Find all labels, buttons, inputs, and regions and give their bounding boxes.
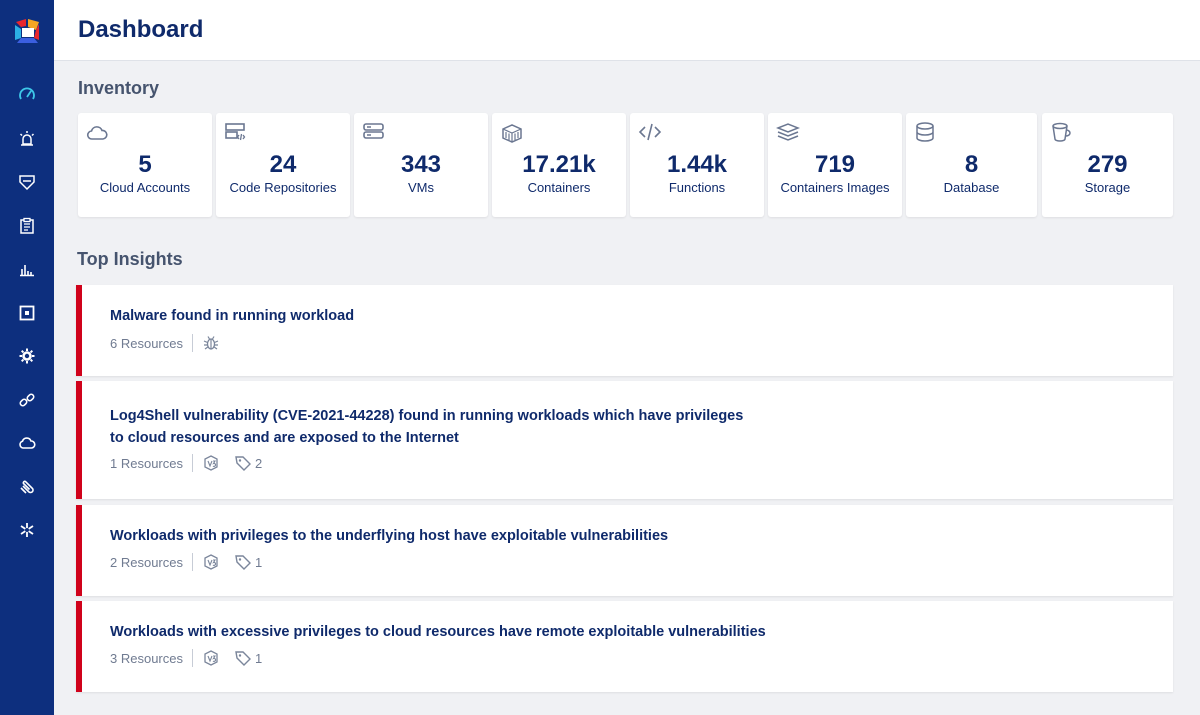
insight-meta: 6 Resources (110, 334, 220, 352)
card-value: 1.44k (666, 151, 728, 178)
insight-title: Workloads with privileges to the underfl… (110, 528, 669, 544)
sidebar-item-reports[interactable] (0, 208, 54, 244)
square-target-icon (19, 305, 35, 321)
insight-card[interactable]: Workloads with privileges to the underfl… (76, 505, 1173, 596)
tag-count: 2 (254, 455, 263, 471)
card-label: Containers Images (780, 180, 890, 195)
sidebar-item-settings[interactable] (0, 338, 54, 374)
asterisk-icon (20, 523, 34, 537)
sidebar-item-integrations[interactable] (0, 382, 54, 418)
card-value: 24 (269, 151, 297, 178)
page-title: Dashboard (78, 16, 204, 43)
card-label: Cloud Accounts (99, 180, 191, 195)
card-label: Code Repositories (229, 180, 337, 195)
inventory-card-database[interactable]: 8 Database (906, 113, 1037, 217)
meta-divider (191, 334, 193, 352)
shield-icon (19, 175, 35, 191)
card-label: Database (943, 180, 1000, 195)
card-value: 719 (814, 151, 856, 178)
resource-count: 1 Resources (110, 455, 183, 471)
tag-group: 2 (234, 454, 262, 472)
database-icon (914, 121, 938, 145)
inventory-title: Inventory (78, 78, 160, 98)
inventory-card-functions[interactable]: 1.44k Functions (630, 113, 764, 217)
clipboard-icon (20, 217, 34, 234)
meta-divider (191, 454, 193, 472)
card-label: VMs (408, 180, 434, 195)
insight-meta: 3 Resources 1 (110, 649, 262, 667)
inventory-card-vms[interactable]: 343 VMs (354, 113, 488, 217)
sidebar-item-security[interactable] (0, 164, 54, 200)
meta-divider (191, 553, 193, 571)
bar-chart-icon (20, 265, 34, 277)
top-header: Dashboard (54, 0, 1200, 61)
resource-count: 3 Resources (110, 650, 183, 666)
inventory-card-cloud-accounts[interactable]: 5 Cloud Accounts (78, 113, 212, 217)
insights-title: Top Insights (77, 249, 183, 269)
vulnerability-icon (202, 454, 220, 472)
sidebar-item-attachments[interactable] (0, 469, 54, 505)
insight-title: Log4Shell vulnerability (CVE-2021-44228)… (110, 408, 744, 446)
sidebar (0, 0, 54, 715)
sidebar-item-dashboard[interactable] (0, 77, 54, 113)
paperclip-icon (20, 480, 34, 494)
app-logo[interactable] (12, 16, 42, 46)
vulnerability-icon (202, 553, 220, 571)
storage-bucket-icon (1050, 121, 1074, 145)
resource-count: 2 Resources (110, 554, 183, 570)
tag-count: 1 (254, 650, 263, 666)
insight-meta: 1 Resources 2 (110, 454, 262, 472)
sidebar-item-analytics[interactable] (0, 251, 54, 287)
layers-icon (775, 121, 801, 145)
card-value: 17.21k (522, 151, 596, 178)
insight-meta: 2 Resources 1 (110, 553, 262, 571)
tag-icon (234, 553, 252, 571)
card-value: 279 (1087, 151, 1128, 178)
inventory-card-code-repositories[interactable]: 24 Code Repositories (216, 113, 350, 217)
insight-card[interactable]: Log4Shell vulnerability (CVE-2021-44228)… (76, 381, 1173, 499)
meta-divider (191, 649, 193, 667)
insight-title: Malware found in running workload (110, 308, 355, 324)
card-label: Storage (1084, 180, 1131, 195)
card-value: 343 (400, 151, 442, 178)
tag-group: 1 (234, 649, 262, 667)
cloud-icon (86, 121, 110, 145)
sidebar-item-compliance[interactable] (0, 295, 54, 331)
sidebar-item-tools[interactable] (0, 512, 54, 548)
tag-icon (234, 649, 252, 667)
card-label: Containers (527, 180, 591, 195)
sidebar-item-alerts[interactable] (0, 121, 54, 157)
tag-icon (234, 454, 252, 472)
code-icon (638, 121, 662, 145)
insight-card[interactable]: Workloads with excessive privileges to c… (76, 601, 1173, 692)
inventory-card-containers[interactable]: 17.21k Containers (492, 113, 626, 217)
gauge-icon (19, 87, 35, 100)
inventory-card-container-images[interactable]: 719 Containers Images (768, 113, 902, 217)
inventory-card-storage[interactable]: 279 Storage (1042, 113, 1173, 217)
container-icon (500, 121, 524, 145)
tag-count: 1 (254, 554, 263, 570)
insight-title: Workloads with excessive privileges to c… (110, 624, 766, 640)
tag-group: 1 (234, 553, 262, 571)
link-icon (19, 393, 35, 407)
gear-icon (19, 348, 35, 364)
vulnerability-icon (202, 649, 220, 667)
card-value: 5 (138, 151, 152, 178)
code-repo-icon (224, 121, 248, 145)
server-icon (362, 121, 386, 145)
sidebar-item-cloud[interactable] (0, 425, 54, 461)
bug-icon (202, 334, 220, 352)
alarm-icon (19, 131, 35, 146)
resource-count: 6 Resources (110, 335, 183, 351)
insight-card[interactable]: Malware found in running workload 6 Reso… (76, 285, 1173, 376)
cloud-icon (19, 437, 36, 449)
card-value: 8 (964, 151, 979, 178)
card-label: Functions (668, 180, 726, 195)
